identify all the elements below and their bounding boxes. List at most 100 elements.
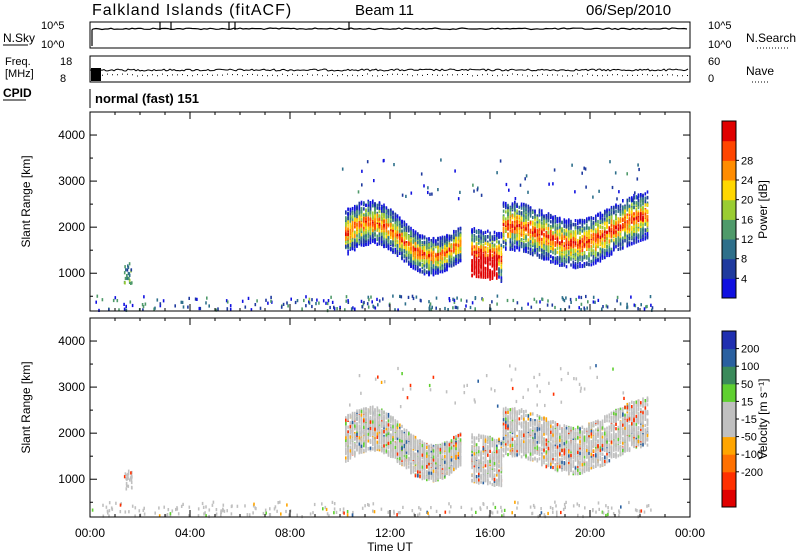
data-cell — [498, 240, 500, 244]
data-cell — [619, 227, 622, 231]
data-cell — [592, 221, 595, 225]
data-cell — [441, 257, 444, 261]
data-cell — [520, 238, 523, 242]
data-cell — [356, 206, 358, 210]
data-cell — [552, 256, 554, 260]
data-cell — [604, 255, 606, 259]
data-cell — [583, 262, 586, 266]
data-cell — [351, 211, 354, 215]
data-cell — [372, 214, 374, 218]
data-cell — [421, 263, 424, 267]
data-cell — [376, 217, 379, 221]
data-cell — [453, 246, 455, 251]
data-cell — [514, 239, 516, 243]
data-cell — [367, 226, 370, 231]
data-cell — [428, 260, 430, 264]
data-cell — [610, 239, 613, 243]
data-cell — [509, 214, 512, 218]
data-cell — [633, 223, 635, 228]
data-cell — [565, 234, 568, 239]
data-cell — [516, 228, 518, 232]
data-cell — [419, 253, 421, 257]
data-cell — [532, 248, 534, 252]
data-cell — [376, 219, 379, 223]
data-cell — [631, 212, 633, 216]
data-cell — [487, 235, 489, 239]
data-cell — [509, 240, 512, 244]
data-cell — [489, 277, 491, 281]
data-cell — [577, 222, 579, 226]
data-cell — [358, 210, 361, 214]
data-cell — [354, 221, 356, 225]
data-cell — [579, 242, 581, 246]
data-cell — [381, 242, 383, 247]
data-cell — [538, 208, 541, 212]
data-cell — [550, 246, 552, 251]
data-cell — [559, 263, 561, 267]
data-cell — [536, 225, 539, 229]
data-cell — [525, 207, 527, 211]
data-cell — [561, 246, 563, 251]
data-cell — [525, 218, 527, 222]
data-cell — [604, 244, 606, 248]
data-cell — [487, 256, 489, 260]
data-cell — [568, 256, 570, 260]
data-cell — [568, 250, 570, 254]
data-cell — [606, 253, 608, 258]
data-cell — [374, 206, 376, 210]
data-cell — [365, 219, 367, 224]
data-cell — [624, 235, 626, 239]
data-cell — [581, 238, 584, 242]
data-cell — [590, 222, 593, 226]
data-cell — [496, 264, 498, 268]
data-cell — [628, 224, 631, 228]
data-cell — [450, 261, 453, 265]
data-cell — [475, 264, 478, 268]
data-cell — [547, 248, 550, 252]
data-cell — [552, 260, 554, 264]
data-cell — [570, 263, 572, 267]
data-cell — [583, 232, 586, 236]
data-cell — [482, 234, 485, 238]
data-cell — [572, 255, 575, 259]
data-cell — [574, 265, 577, 270]
data-cell — [383, 215, 385, 219]
data-cell — [588, 233, 590, 237]
data-cell — [401, 219, 403, 223]
data-cell — [439, 244, 442, 248]
data-cell — [345, 237, 347, 241]
data-cell — [529, 220, 532, 225]
data-cell — [529, 235, 532, 239]
data-cell — [480, 240, 482, 244]
data-cell — [385, 241, 388, 245]
data-cell — [417, 245, 419, 249]
freq-label-line2: [MHz] — [5, 68, 34, 80]
data-cell — [599, 247, 602, 251]
data-cell — [496, 276, 498, 280]
data-cell — [613, 238, 615, 242]
data-cell — [354, 239, 356, 243]
data-cell — [626, 201, 629, 205]
data-cell — [347, 241, 349, 245]
data-cell — [471, 263, 473, 267]
data-cell — [376, 234, 379, 238]
data-cell — [390, 235, 392, 239]
data-cell — [405, 236, 408, 240]
data-cell — [556, 232, 559, 236]
data-cell — [419, 240, 421, 244]
data-cell — [369, 237, 372, 241]
data-cell — [482, 231, 485, 235]
data-cell — [496, 258, 498, 262]
data-cell — [378, 203, 381, 207]
data-cell — [556, 258, 559, 262]
data-cell — [610, 247, 613, 251]
data-cell — [617, 220, 620, 224]
data-cell — [529, 228, 532, 232]
data-cell — [547, 245, 550, 249]
data-cell — [520, 213, 523, 217]
data-cell — [507, 232, 509, 236]
data-cell — [387, 222, 390, 226]
data-cell — [423, 264, 426, 268]
data-cell — [525, 204, 527, 208]
data-cell — [624, 239, 626, 243]
